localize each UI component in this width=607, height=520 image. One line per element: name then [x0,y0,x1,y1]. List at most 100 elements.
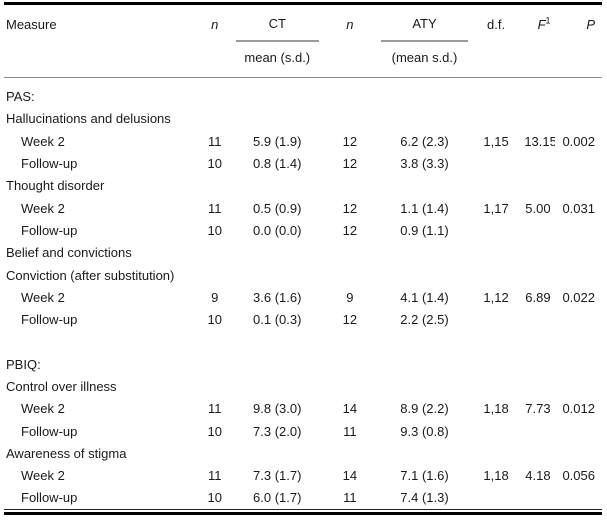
table-row: Belief and convictions [4,242,602,264]
cell-n2: 12 [342,200,358,216]
table-row: Week 2 11 5.9 (1.9) 12 6.2 (2.3) 1,15 13.15 0.0… [4,130,602,152]
header-row-2: mean (s.d.) (mean s.d.) [4,41,602,78]
cell-n1: 10 [207,490,222,506]
cell-df [468,420,524,442]
cell-n2: 9 [346,289,354,305]
cell-ct: 3.6 (1.6) [253,289,302,305]
row-label-cell: Control over illness [6,379,117,394]
table-row: Follow-up 10 0.8 (1.4) 12 3.8 (3.3) [4,152,602,174]
table-row: Awareness of stigma [4,442,602,464]
row-label-cell: PBIQ: [6,356,41,372]
cell-ct: 0.1 (0.3) [253,312,302,328]
cell-df: 1,15 [483,133,509,149]
cell-f: 6.89 [525,289,551,305]
cell-n1: 9 [211,289,219,305]
cell-p [555,308,602,330]
header-row-1: Measure n CT n ATY d.f. F1 P [4,5,602,42]
row-label-cell: Hallucinations and delusions [6,111,171,127]
cell-p: 0.022 [562,289,595,305]
cell-n1: 11 [208,200,222,216]
empty-cell [4,331,602,353]
table-row: Control over illness [4,375,602,397]
cell-n2: 11 [343,423,357,439]
cell-n2: 14 [342,468,358,484]
results-table: Measure n CT n ATY d.f. F1 P mean (s.d.)… [4,5,602,509]
cell-n1: 11 [208,468,222,484]
cell-ct: 7.3 (2.0) [253,423,302,439]
f-label: F [537,17,546,32]
row-label-cell: Belief and convictions [6,245,132,261]
header-df: d.f. [487,17,506,32]
cell-f: 5.00 [525,200,551,216]
cell-df [468,308,524,330]
cell-df: 1,17 [483,200,509,216]
table-row: PAS: [4,86,602,108]
cell-measure: Week 2 [21,289,65,305]
cell-f: 7.73 [525,401,551,417]
empty-header-cell [467,41,525,78]
table-row: Week 2 11 9.8 (3.0) 14 8.9 (2.2) 1,18 7.73 0.01… [4,398,602,420]
table-row: PBIQ: [4,353,602,375]
cell-measure: Follow-up [21,423,78,439]
cell-n2: 12 [342,156,358,172]
cell-aty: 6.2 (2.3) [400,133,449,149]
row-label-cell: Conviction (after substitution) [6,267,175,283]
cell-n1: 11 [208,401,222,417]
table-row: Week 2 11 0.5 (0.9) 12 1.1 (1.4) 1,17 5.00 0.03… [4,197,602,219]
empty-header-cell [524,41,555,78]
header-n-aty: n [346,17,354,32]
empty-header-cell [193,41,236,78]
cell-n1: 10 [207,312,222,328]
header-measure: Measure [6,17,57,32]
cell-df: 1,18 [483,468,509,484]
cell-p [555,487,602,509]
cell-ct: 0.0 (0.0) [253,222,302,238]
cell-n1: 11 [208,133,222,149]
table-row: Follow-up 10 0.1 (0.3) 12 2.2 (2.5) [4,308,602,330]
cell-n1: 10 [207,156,222,172]
table-row: Follow-up 10 0.0 (0.0) 12 0.9 (1.1) [4,219,602,241]
header-aty-subtitle: (mean s.d.) [381,41,468,78]
cell-aty: 2.2 (2.5) [400,312,449,328]
cell-p: 0.002 [562,133,595,149]
cell-aty: 7.4 (1.3) [400,490,449,506]
table-row: Week 2 9 3.6 (1.6) 9 4.1 (1.4) 1,12 6.89 0.022 [4,286,602,308]
cell-aty: 1.1 (1.4) [400,200,449,216]
table-header: Measure n CT n ATY d.f. F1 P mean (s.d.)… [4,5,602,78]
cell-f [524,308,554,330]
cell-n2: 12 [342,312,358,328]
f-footnote-marker: 1 [545,15,551,26]
cell-ct: 5.9 (1.9) [253,133,302,149]
header-aty-group: ATY [381,5,468,42]
cell-n2: 12 [342,222,358,238]
cell-df [468,487,524,509]
row-label-cell: Awareness of stigma [6,445,127,461]
cell-n2: 12 [342,133,358,149]
cell-measure: Follow-up [21,156,78,172]
table-row: Thought disorder [4,175,602,197]
table-row: Follow-up 10 6.0 (1.7) 11 7.4 (1.3) [4,487,602,509]
cell-p: 0.056 [562,468,595,484]
header-p-value: P [586,17,595,32]
cell-aty: 7.1 (1.6) [400,468,449,484]
cell-df [468,152,524,174]
row-label-cell: PAS: [6,89,35,105]
cell-measure: Follow-up [21,312,78,328]
cell-measure: Follow-up [21,490,78,506]
header-f-statistic: F1 [524,5,554,41]
cell-measure: Week 2 [21,401,65,417]
cell-n1: 10 [207,222,222,238]
cell-measure: Week 2 [21,468,65,484]
table-body: PAS: Hallucinations and delusions Week 2 11… [4,78,602,510]
header-ct-subtitle: mean (s.d.) [235,41,319,78]
cell-p [555,420,602,442]
cell-p: 0.012 [562,401,595,417]
cell-measure: Follow-up [21,222,78,238]
row-label-cell: Thought disorder [6,178,105,194]
cell-n2: 11 [343,490,357,506]
cell-aty: 8.9 (2.2) [400,401,449,417]
cell-p [555,219,602,241]
header-n-ct: n [211,17,219,32]
header-ct-group: CT [235,5,319,42]
